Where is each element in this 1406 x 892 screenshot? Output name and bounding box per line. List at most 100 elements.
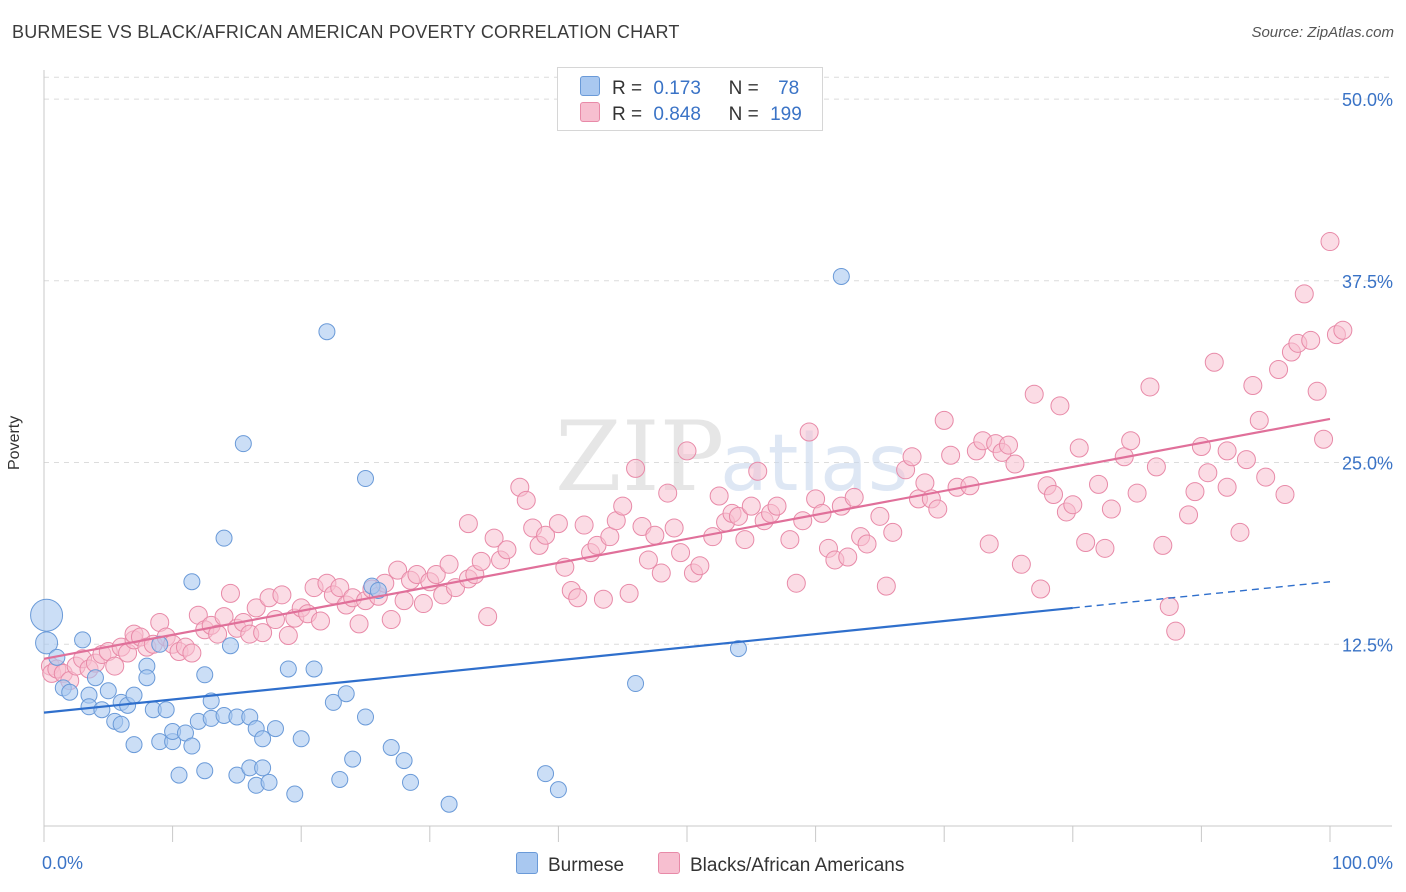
burmese-swatch-icon — [580, 76, 600, 96]
burmese-point — [286, 785, 304, 803]
black-point — [857, 534, 877, 554]
black-legend-swatch-icon — [658, 852, 680, 874]
black-point — [1140, 377, 1160, 397]
y-tick-label: 50.0% — [1342, 90, 1393, 110]
black-point — [1294, 284, 1314, 304]
burmese-trend-extension — [1072, 581, 1331, 609]
burmese-point — [254, 759, 272, 777]
burmese-point — [228, 766, 246, 784]
burmese-point — [324, 693, 342, 711]
black-point — [1236, 450, 1256, 470]
burmese-point — [337, 685, 355, 703]
black-point — [941, 445, 961, 465]
black-point — [1101, 499, 1121, 519]
black-point — [600, 527, 620, 547]
burmese-point — [112, 715, 130, 733]
black-point — [1307, 381, 1327, 401]
legend-r-value: 0.848 — [653, 104, 701, 125]
burmese-point — [318, 323, 336, 341]
burmese-point — [357, 708, 374, 726]
black-point — [979, 534, 999, 554]
black-point — [394, 591, 414, 611]
burmese-point — [402, 773, 420, 791]
black-point — [1127, 483, 1147, 503]
black-point — [1076, 533, 1096, 552]
burmese-point — [125, 736, 143, 754]
black-point — [1159, 596, 1179, 616]
black-point — [1063, 495, 1083, 515]
correlation-legend: R = 0.173 N = 78 R = 0.848 N = 199 — [557, 67, 823, 131]
burmese-legend-swatch-icon — [516, 852, 538, 874]
black-point — [568, 588, 588, 608]
burmese-point — [266, 720, 284, 738]
black-point — [677, 441, 697, 461]
legend-r-value: 0.173 — [653, 78, 701, 99]
black-point — [1204, 352, 1224, 372]
black-point — [484, 528, 504, 548]
black-point — [310, 611, 330, 631]
black-point — [1333, 320, 1353, 340]
y-tick-label: 37.5% — [1342, 272, 1393, 292]
black-point — [690, 556, 710, 576]
burmese-point — [260, 773, 278, 791]
black-point — [638, 550, 658, 570]
black-point — [208, 624, 228, 644]
black-point — [478, 607, 498, 627]
black-point — [388, 560, 408, 580]
black-point — [497, 540, 517, 560]
black-point — [780, 530, 800, 550]
black-point — [883, 522, 903, 542]
black-point — [870, 506, 890, 526]
black-point — [844, 487, 864, 507]
black-point — [471, 551, 491, 571]
black-point — [413, 594, 433, 614]
black-point — [1191, 437, 1211, 457]
black-point — [1185, 482, 1205, 502]
black-point — [671, 543, 691, 563]
watermark-zip-glyph: ZIP — [555, 401, 724, 513]
burmese-point — [549, 781, 567, 799]
black-point — [439, 554, 459, 574]
black-point — [1243, 375, 1263, 395]
black-point — [728, 506, 748, 526]
legend-r-label: R = — [612, 104, 643, 125]
black-point — [876, 576, 896, 596]
burmese-point — [382, 738, 400, 756]
burmese-point — [196, 762, 214, 780]
black-point — [1230, 522, 1250, 542]
burmese-point — [331, 770, 349, 788]
black-point — [458, 514, 478, 534]
black-point — [767, 496, 787, 516]
burmese-point — [369, 581, 387, 599]
black-point — [1005, 454, 1025, 474]
black-point — [619, 583, 639, 603]
black-point — [1089, 474, 1109, 494]
burmese-point — [305, 660, 323, 678]
black-point — [1153, 535, 1173, 555]
black-point — [928, 499, 948, 519]
burmese-point — [183, 737, 201, 755]
burmese-point — [86, 669, 104, 687]
black-point — [1069, 438, 1089, 458]
grid-layer — [44, 76, 1392, 645]
black-point — [105, 656, 125, 676]
black-point — [1320, 232, 1340, 252]
black-point — [220, 583, 240, 603]
legend-n-label: N = — [728, 104, 759, 125]
burmese-point — [215, 529, 233, 547]
black-point — [246, 598, 266, 618]
black-point — [548, 514, 568, 534]
black-swatch-icon — [580, 102, 600, 122]
black-points-layer — [40, 232, 1353, 691]
black-point — [934, 410, 954, 430]
burmese-point — [157, 701, 175, 719]
black-point — [658, 483, 678, 503]
black-point — [1314, 429, 1334, 449]
burmese-point — [234, 435, 252, 453]
black-point — [349, 614, 369, 634]
burmese-point — [74, 631, 92, 649]
black-point — [999, 435, 1018, 455]
burmese-point — [196, 666, 214, 684]
legend-row-burmese: R = 0.173 N = 78 — [580, 76, 799, 99]
y-tick-label: 12.5% — [1342, 635, 1393, 655]
